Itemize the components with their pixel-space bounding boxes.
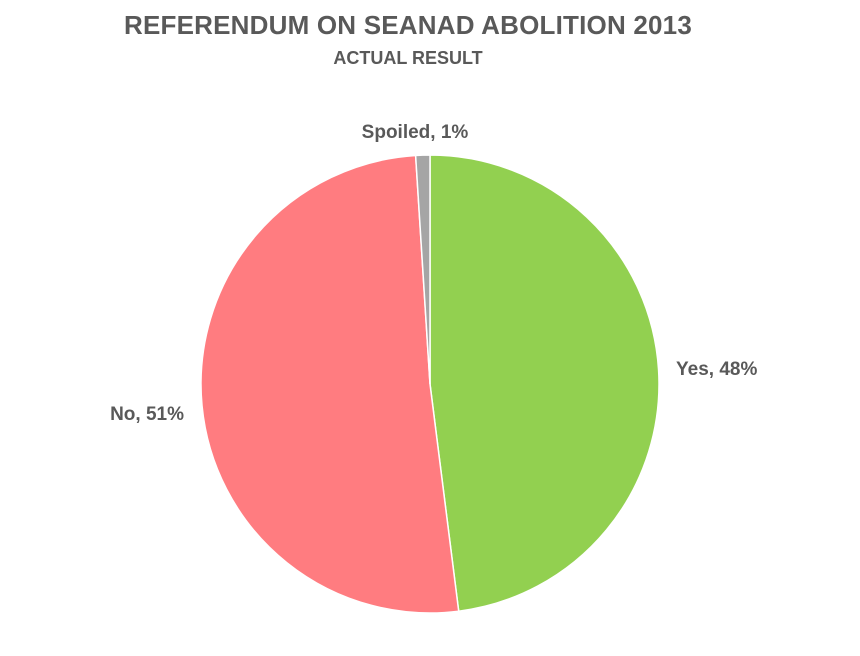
pie-slice-no (200, 154, 460, 614)
pie-slices (200, 154, 660, 614)
chart-title: REFERENDUM ON SEANAD ABOLITION 2013 (124, 10, 692, 40)
slice-label-no: No, 51% (110, 404, 184, 425)
pie-labels: Yes, 48% No, 51% Spoiled, 1% (110, 122, 757, 425)
pie-slice-yes (429, 154, 660, 613)
chart-subtitle: ACTUAL RESULT (333, 48, 483, 68)
slice-label-spoiled: Spoiled, 1% (362, 122, 469, 143)
slice-label-yes: Yes, 48% (676, 359, 757, 380)
pie-slice-spoiled (414, 154, 431, 385)
